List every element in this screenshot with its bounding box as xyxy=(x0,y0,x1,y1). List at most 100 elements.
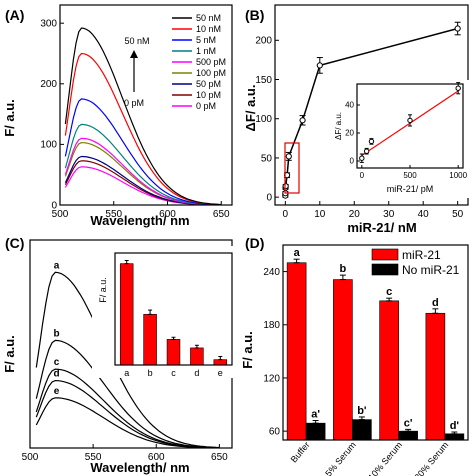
inset-background xyxy=(330,80,470,198)
x-tick-label: 10 xyxy=(314,209,326,220)
y-tick-label: 100 xyxy=(40,140,57,151)
inset-y-label: F/ a.u. xyxy=(98,277,108,303)
bar-letter-label: b' xyxy=(357,405,367,417)
data-point xyxy=(368,138,375,145)
y-tick-label: 200 xyxy=(40,79,57,90)
panel-d: (D) a a' Buffer b b' 5% Serum c c'10% Serum d d' 2… xyxy=(240,235,469,476)
y-tick-label: 180 xyxy=(263,320,280,331)
data-point xyxy=(299,117,306,124)
intensity-arrow: 50 nM 0 pM xyxy=(124,36,150,108)
plot-frame xyxy=(59,4,233,206)
series-label: d xyxy=(53,369,59,380)
panel-label: (D) xyxy=(245,235,264,251)
bar-letter-label: c' xyxy=(404,417,413,429)
plot-area: a a' Buffer b b' 5% Serum c c'10% Serum d d' 20% S… xyxy=(263,244,469,476)
y-axis-label: ΔF/ a.u. xyxy=(243,85,258,132)
x-tick-label: 500 xyxy=(403,171,417,180)
x-tick-label: d xyxy=(194,368,199,378)
bar xyxy=(119,263,134,366)
x-tick-label: 500 xyxy=(52,209,69,220)
arrow-bottom-label: 0 pM xyxy=(124,98,144,108)
y-tick-label: 0 xyxy=(266,192,272,203)
x-tick-label: 500 xyxy=(22,452,39,463)
y-tick-label: 20 xyxy=(345,129,354,138)
y-tick-label: 150 xyxy=(255,75,272,86)
bar xyxy=(166,339,181,366)
x-tick-label: 0 xyxy=(283,209,289,220)
y-tick-label: 240 xyxy=(263,267,280,278)
data-point xyxy=(455,85,461,91)
bar xyxy=(333,279,353,441)
inset-plot: a b c d e F/ a.u. xyxy=(92,246,234,378)
x-tick-label: 0 xyxy=(360,171,365,180)
x-tick-label: 10% Serum xyxy=(366,440,404,476)
x-tick-label: 550 xyxy=(105,209,122,220)
x-tick-label: 20 xyxy=(349,209,361,220)
legend-label: 50 nM xyxy=(196,13,221,23)
x-tick-label: 30 xyxy=(383,209,395,220)
legend-swatch xyxy=(371,248,399,261)
y-axis-label: F/ a.u. xyxy=(2,335,17,373)
x-tick-label: 650 xyxy=(211,452,228,463)
inset-plot: 0 500 1000 0 20 40 miR-21/ pM ΔF/ a.u. xyxy=(330,80,470,198)
y-axis-label: F/ a.u. xyxy=(240,331,255,369)
bar-letter-label: d xyxy=(432,297,439,309)
legend-label: 1 nM xyxy=(196,46,216,56)
plot-area: 500 550 600 650 0 100 200 300 xyxy=(40,4,233,220)
x-tick-label: 600 xyxy=(159,209,176,220)
inset-x-label: miR-21/ pM xyxy=(387,184,434,194)
zoom-highlight-box xyxy=(284,142,300,194)
series-line xyxy=(35,397,220,449)
bar xyxy=(379,300,399,441)
x-tick-label: 600 xyxy=(148,452,165,463)
x-tick-label: 20% Serum xyxy=(413,440,451,476)
y-tick-label: 50 xyxy=(261,153,273,164)
bar-letter-label: a' xyxy=(311,409,320,421)
data-point xyxy=(316,62,323,69)
plot-frame xyxy=(282,244,469,441)
bar xyxy=(425,312,446,441)
legend-label: 100 pM xyxy=(196,68,226,78)
plot-frame xyxy=(114,252,233,366)
data-point xyxy=(407,117,413,124)
data-point xyxy=(282,183,289,190)
data-point xyxy=(359,155,365,161)
legend-label: 50 pM xyxy=(196,79,221,89)
bar xyxy=(213,359,228,366)
x-tick-label: 650 xyxy=(213,209,230,220)
series-line xyxy=(35,339,220,449)
series-line xyxy=(64,27,222,206)
data-point xyxy=(454,25,461,32)
x-tick-label: 50 xyxy=(452,209,464,220)
x-axis-label: miR-21/ nM xyxy=(347,220,416,235)
y-axis-label: F/ a.u. xyxy=(2,99,17,137)
x-tick-label: Buffer xyxy=(289,440,312,465)
series-line xyxy=(35,271,220,449)
bar-letter-label: d' xyxy=(450,420,460,432)
bar xyxy=(143,314,157,366)
y-tick-label: 0 xyxy=(350,157,355,166)
y-tick-label: 100 xyxy=(255,114,272,125)
series-label: c xyxy=(54,357,60,368)
y-tick-label: 60 xyxy=(269,426,281,437)
legend-swatch xyxy=(371,263,399,276)
legend-label: 0 pM xyxy=(196,101,216,111)
legend-label: No miR-21 xyxy=(402,263,460,277)
series-line xyxy=(64,155,222,206)
series-label: a xyxy=(54,260,60,271)
y-tick-label: 120 xyxy=(263,373,280,384)
series-line xyxy=(64,98,222,206)
panel-a: (A) 500 550 600 650 0 100 200 300 Wavelength/ n… xyxy=(2,4,233,228)
arrow-head xyxy=(130,50,138,58)
x-tick-label: a xyxy=(124,368,129,378)
y-tick-label: 40 xyxy=(345,101,354,110)
x-tick-label: e xyxy=(218,368,223,378)
x-tick-label: 40 xyxy=(418,209,430,220)
data-point xyxy=(285,153,292,160)
y-tick-label: 300 xyxy=(40,19,57,30)
inset-y-label: ΔF/ a.u. xyxy=(334,112,343,140)
arrow-top-label: 50 nM xyxy=(124,36,149,46)
